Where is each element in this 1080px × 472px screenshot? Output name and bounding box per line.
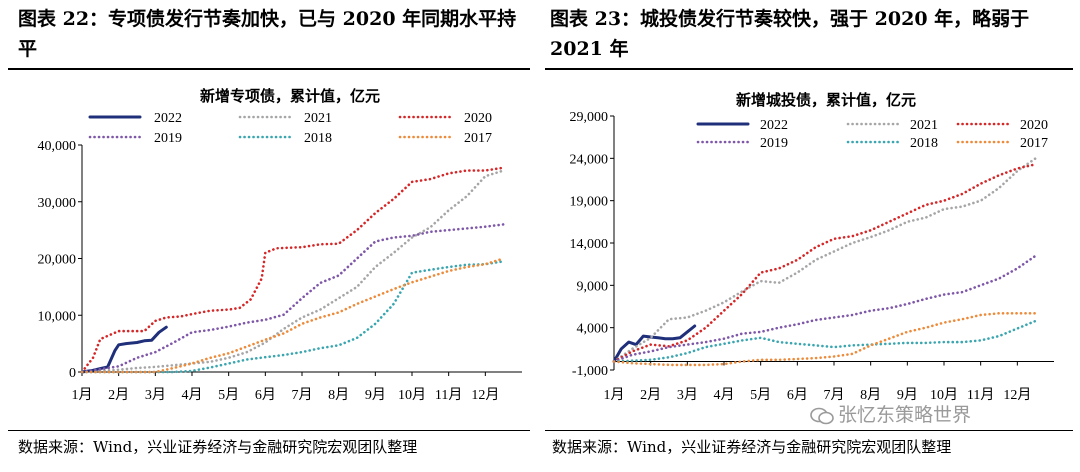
series-line-2021 bbox=[80, 169, 506, 374]
y-tick-label: 9,000 bbox=[577, 279, 609, 294]
y-tick-label: 30,000 bbox=[38, 196, 77, 211]
chart-panel-chengtou-bonds: -1,000 4,000 9,000 14,000 19,000 24,000 29,000… bbox=[540, 72, 1080, 424]
x-tick-label: 6月 bbox=[787, 387, 808, 403]
series-line-2017 bbox=[612, 312, 1038, 367]
x-tick-label: 1月 bbox=[604, 387, 625, 403]
watermark-text: 张忆东策略世界 bbox=[838, 404, 972, 426]
chart-panel-special-bonds: 0 10,000 20,000 30,000 40,000 1月 2月 3月 4月 5月 6月 7月 8… bbox=[0, 72, 540, 424]
figure-title-23: 图表 23：城投债发行节奏较快，强于 2020 年，略弱于 2021 年 bbox=[550, 8, 1030, 60]
x-tick-label: 10月 bbox=[930, 387, 958, 403]
title-divider-left bbox=[8, 68, 530, 70]
source-note-left: 数据来源：Wind，兴业证券经济与金融研究院宏观团队整理 bbox=[18, 438, 418, 456]
y-tick-label: 14,000 bbox=[570, 237, 609, 252]
x-tick-label: 4月 bbox=[714, 387, 735, 403]
figure-title-22: 图表 22：专项债发行节奏加快，已与 2020 年同期水平持平 bbox=[18, 8, 517, 60]
x-tick-label: 3月 bbox=[145, 387, 166, 403]
y-tick-label: 40,000 bbox=[38, 139, 77, 154]
x-tick-label: 2月 bbox=[108, 387, 129, 403]
x-tick-label: 1月 bbox=[72, 387, 93, 403]
y-tick-label: 19,000 bbox=[570, 195, 609, 210]
x-tick-label: 12月 bbox=[471, 387, 499, 403]
title-divider-right bbox=[545, 68, 1073, 70]
y-tick-label: -1,000 bbox=[572, 364, 608, 379]
y-tick-label: 0 bbox=[69, 366, 76, 381]
series-line-2022 bbox=[80, 325, 168, 374]
x-tick-label: 11月 bbox=[435, 387, 462, 403]
legend-label-2021: 2021 bbox=[910, 118, 938, 133]
x-tick-label: 8月 bbox=[328, 387, 349, 403]
x-tick-label: 9月 bbox=[365, 387, 386, 403]
legend-label-2019: 2019 bbox=[154, 131, 182, 146]
y-tick-label: 4,000 bbox=[577, 322, 609, 337]
legend-label-2021: 2021 bbox=[304, 111, 332, 126]
x-tick-label: 11月 bbox=[967, 387, 994, 403]
x-tick-label: 5月 bbox=[750, 387, 771, 403]
y-tick-label: 24,000 bbox=[570, 152, 609, 167]
legend-label-2018: 2018 bbox=[910, 136, 938, 151]
legend-label-2017: 2017 bbox=[464, 131, 492, 146]
y-tick-label: 20,000 bbox=[38, 253, 77, 268]
special-bond-chart: 0 10,000 20,000 30,000 40,000 1月 2月 3月 4月 5月 6月 7月 8… bbox=[38, 87, 522, 403]
source-divider-left bbox=[8, 430, 530, 431]
watermark: 张忆东策略世界 bbox=[810, 400, 971, 427]
legend-label-2020: 2020 bbox=[1020, 118, 1048, 133]
x-tick-label: 8月 bbox=[860, 387, 881, 403]
y-tick-label: 10,000 bbox=[38, 309, 77, 324]
series-line-2017 bbox=[80, 257, 506, 374]
x-tick-label: 3月 bbox=[677, 387, 698, 403]
legend-label-2020: 2020 bbox=[464, 111, 492, 126]
series-line-2022 bbox=[612, 324, 697, 363]
chart-title: 新增专项债，累计值，亿元 bbox=[200, 87, 380, 105]
x-tick-label: 6月 bbox=[255, 387, 276, 403]
legend-label-2022: 2022 bbox=[154, 111, 182, 126]
x-tick-label: 7月 bbox=[292, 387, 313, 403]
wechat-icon bbox=[810, 407, 834, 425]
x-tick-label: 10月 bbox=[398, 387, 426, 403]
x-tick-label: 9月 bbox=[897, 387, 918, 403]
y-tick-label: 29,000 bbox=[570, 110, 609, 125]
series-line-2020 bbox=[612, 163, 1038, 363]
series-line-2018 bbox=[80, 260, 506, 374]
chart-title: 新增城投债，累计值，亿元 bbox=[736, 91, 916, 109]
x-tick-label: 4月 bbox=[182, 387, 203, 403]
legend-label-2017: 2017 bbox=[1020, 136, 1048, 151]
x-tick-label: 5月 bbox=[218, 387, 239, 403]
chengtou-bond-chart: -1,000 4,000 9,000 14,000 19,000 24,000 29,000… bbox=[570, 91, 1054, 403]
legend-label-2018: 2018 bbox=[304, 131, 332, 146]
x-tick-label: 2月 bbox=[640, 387, 661, 403]
series-line-2019 bbox=[612, 254, 1038, 363]
x-tick-label: 7月 bbox=[824, 387, 845, 403]
legend-label-2019: 2019 bbox=[760, 136, 788, 151]
x-tick-label: 12月 bbox=[1003, 387, 1031, 403]
series-line-2018 bbox=[612, 319, 1038, 363]
legend-label-2022: 2022 bbox=[760, 118, 788, 133]
series-line-2019 bbox=[80, 223, 506, 374]
source-divider-right bbox=[545, 430, 1073, 431]
series-line-2021 bbox=[612, 157, 1038, 363]
source-note-right: 数据来源：Wind，兴业证券经济与金融研究院宏观团队整理 bbox=[552, 438, 952, 456]
